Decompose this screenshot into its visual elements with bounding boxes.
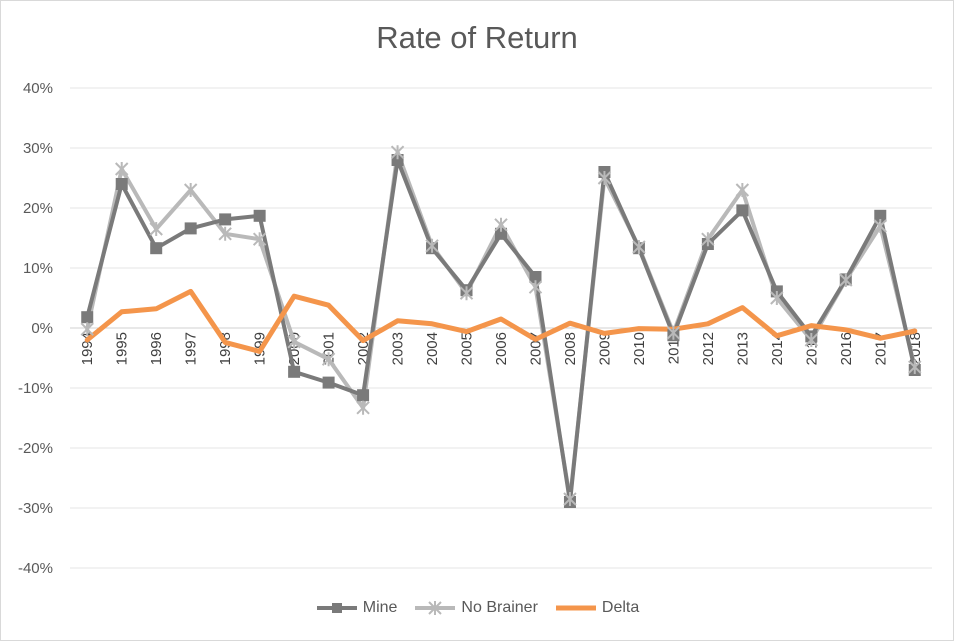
y-tick-label: 40% (23, 80, 53, 97)
data-point-no-brainer (563, 492, 577, 506)
y-tick-label: -20% (18, 440, 53, 457)
data-point-no-brainer (701, 232, 715, 247)
legend-item-delta: Delta (554, 598, 639, 618)
data-point-no-brainer (183, 183, 198, 197)
data-point-no-brainer (666, 325, 681, 340)
data-point-no-brainer (528, 280, 543, 295)
data-point-no-brainer (321, 352, 336, 367)
data-point-no-brainer (839, 273, 853, 287)
legend-swatch-mine (316, 603, 357, 613)
data-point-no-brainer (252, 232, 267, 247)
data-point-mine (288, 365, 301, 378)
x-tick-label: 2005 (459, 332, 476, 365)
data-point-no-brainer (873, 219, 887, 233)
x-tick-label: 2008 (562, 332, 579, 365)
data-point-no-brainer (356, 400, 370, 415)
data-point-no-brainer (390, 145, 405, 160)
data-point-no-brainer (218, 226, 232, 241)
y-tick-label: 20% (23, 200, 53, 217)
data-point-no-brainer (115, 162, 129, 176)
y-tick-label: 30% (23, 140, 53, 157)
x-tick-label: 1997 (183, 332, 200, 365)
data-point-no-brainer (425, 238, 439, 253)
legend-label-mine: Mine (362, 599, 398, 616)
data-point-no-brainer (597, 171, 612, 185)
data-point-mine (357, 389, 370, 402)
x-tick-label: 2009 (596, 332, 613, 365)
legend-swatch-delta (555, 605, 596, 611)
data-point-no-brainer (80, 322, 94, 337)
y-tick-label: 10% (23, 260, 53, 277)
data-point-mine (874, 209, 887, 222)
data-point-mine (322, 376, 335, 389)
data-point-mine (529, 271, 542, 283)
x-tick-label: 2006 (493, 332, 510, 365)
data-point-mine (391, 154, 404, 166)
legend-label-delta: Delta (601, 599, 640, 616)
x-tick-label: 2016 (838, 332, 855, 365)
x-tick-label: 1995 (114, 332, 131, 365)
x-tick-label: 2012 (700, 332, 717, 365)
data-point-mine (495, 227, 507, 240)
x-tick-label: 2014 (769, 332, 786, 365)
series-line-delta (84, 288, 918, 354)
y-tick-label: 0% (31, 320, 53, 337)
y-tick-label: -10% (18, 380, 53, 397)
data-point-no-brainer (149, 222, 163, 236)
data-point-mine (81, 311, 94, 324)
data-point-no-brainer (735, 183, 750, 197)
data-point-no-brainer (494, 217, 508, 232)
x-tick-label: 2003 (390, 332, 407, 365)
data-point-no-brainer (287, 334, 301, 349)
data-point-mine (150, 242, 163, 255)
data-point-no-brainer (770, 291, 784, 305)
data-point-no-brainer (632, 240, 646, 254)
y-tick-label: -40% (18, 560, 53, 577)
legend-item-mine: Mine (315, 598, 398, 618)
x-tick-label: 1994 (79, 332, 96, 365)
legend-label-no-brainer: No Brainer (461, 599, 538, 616)
data-point-no-brainer (908, 360, 922, 374)
legend-item-no-brainer: No Brainer (413, 598, 538, 618)
data-point-mine (253, 209, 266, 222)
data-point-mine (115, 178, 128, 190)
data-point-no-brainer (804, 333, 819, 347)
legend-swatch-no-brainer (415, 601, 456, 615)
x-tick-label: 2010 (631, 332, 648, 365)
x-tick-label: 2004 (424, 332, 441, 365)
x-tick-label: 1996 (148, 332, 165, 365)
data-point-mine (184, 222, 197, 235)
x-tick-label: 2013 (734, 332, 751, 365)
data-point-no-brainer (459, 286, 474, 301)
x-tick-label: 2017 (872, 332, 889, 365)
x-tick-label: 2007 (527, 332, 544, 365)
data-point-mine (219, 213, 232, 226)
legend: Mine No Brainer Delta (0, 598, 954, 618)
y-tick-label: -30% (18, 500, 53, 517)
chart-title: Rate of Return (376, 20, 578, 55)
data-point-mine (736, 204, 749, 217)
